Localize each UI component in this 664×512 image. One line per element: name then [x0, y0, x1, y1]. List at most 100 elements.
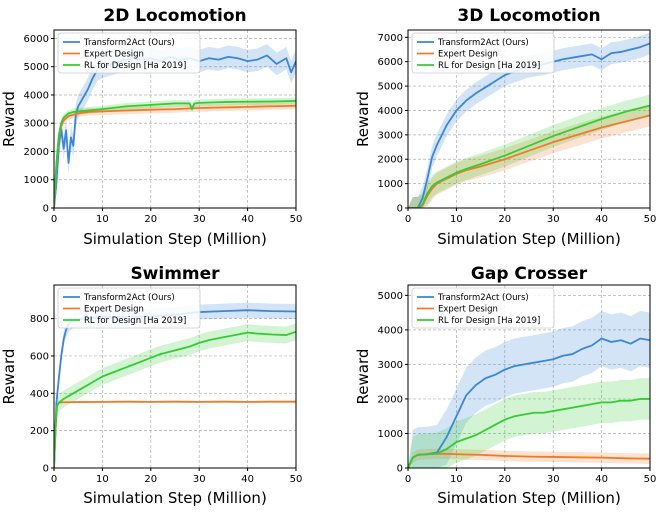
- legend-label: Expert Design: [438, 305, 498, 315]
- legend-box: [57, 32, 201, 74]
- x-axis-label: Simulation Step (Million): [83, 230, 267, 248]
- x-tick-label: 0: [405, 214, 411, 225]
- x-tick-label: 0: [51, 474, 57, 485]
- chart-panel-3: 0 10 20 30 40 50 0 1000 2000 3000 4000 5000 Gap Cros…: [354, 264, 656, 507]
- x-tick-label: 50: [644, 214, 657, 225]
- y-axis-label: Reward: [0, 349, 18, 405]
- y-tick-label: 4000: [378, 106, 403, 117]
- series-line-2: [54, 100, 296, 208]
- x-tick-label: 40: [241, 474, 254, 485]
- x-tick-label: 30: [193, 474, 206, 485]
- x-tick-label: 20: [498, 214, 511, 225]
- x-tick-label: 20: [498, 474, 511, 485]
- x-tick-label: 0: [51, 214, 57, 225]
- series-line-2: [54, 330, 296, 468]
- y-tick-label: 2000: [378, 155, 403, 166]
- y-tick-label: 2000: [378, 394, 403, 405]
- x-tick-label: 30: [547, 214, 560, 225]
- legend-label: RL for Design [Ha 2019]: [84, 316, 186, 326]
- legend-label: RL for Design [Ha 2019]: [84, 61, 186, 71]
- series-band-1: [54, 102, 296, 208]
- legend-box: [57, 287, 201, 329]
- y-tick-label: 5000: [378, 82, 403, 93]
- x-tick-label: 20: [144, 214, 157, 225]
- y-tick-label: 3000: [378, 360, 403, 371]
- y-tick-label: 4000: [378, 325, 403, 336]
- plot-frame: [53, 29, 297, 209]
- y-tick-label: 0: [43, 204, 49, 215]
- plot-frame: [407, 29, 651, 209]
- y-axis-label: Reward: [354, 349, 372, 405]
- y-tick-label: 3000: [378, 130, 403, 141]
- y-axis-label: Reward: [0, 91, 18, 147]
- chart-panel-2: 0 10 20 30 40 50 0 200 400 600 800 Swimmer Simulatio…: [0, 264, 302, 507]
- x-tick-label: 30: [547, 474, 560, 485]
- chart-title: Gap Crosser: [471, 264, 588, 284]
- series-band-1: [54, 400, 296, 468]
- y-tick-label: 6000: [24, 34, 49, 45]
- chart-title: 2D Locomotion: [103, 6, 246, 26]
- y-axis-label: Reward: [354, 91, 372, 147]
- plot-frame: [407, 284, 651, 469]
- series-line-0: [408, 337, 650, 468]
- legend-label: RL for Design [Ha 2019]: [438, 316, 540, 326]
- y-tick-label: 4000: [24, 90, 49, 101]
- x-tick-label: 20: [144, 474, 157, 485]
- y-tick-label: 200: [30, 426, 49, 437]
- series-band-0: [408, 310, 650, 468]
- series-band-2: [408, 378, 650, 468]
- chart-title: Swimmer: [130, 264, 220, 284]
- x-tick-label: 10: [450, 214, 463, 225]
- x-tick-label: 50: [290, 214, 303, 225]
- series-line-1: [54, 104, 296, 208]
- y-tick-label: 6000: [378, 57, 403, 68]
- x-tick-label: 40: [595, 214, 608, 225]
- y-tick-label: 5000: [378, 291, 403, 302]
- legend-box: [411, 32, 555, 74]
- y-tick-label: 800: [30, 314, 49, 325]
- legend-label: Transform2Act (Ours): [83, 38, 175, 48]
- x-tick-label: 40: [595, 474, 608, 485]
- x-tick-label: 10: [96, 474, 109, 485]
- x-tick-label: 10: [450, 474, 463, 485]
- series-line-2: [408, 104, 650, 208]
- chart-panel-0: 0 10 20 30 40 50 0 1000 2000 3000 4000 5000 6000 2D L…: [0, 6, 302, 248]
- y-tick-label: 2000: [24, 147, 49, 158]
- x-tick-label: 10: [96, 214, 109, 225]
- series-line-1: [54, 400, 296, 468]
- x-tick-label: 40: [241, 214, 254, 225]
- plot-frame: [53, 284, 297, 469]
- series-line-2: [408, 398, 650, 468]
- legend-label: Expert Design: [438, 50, 498, 60]
- y-tick-label: 7000: [378, 33, 403, 44]
- x-tick-label: 0: [405, 474, 411, 485]
- x-axis-label: Simulation Step (Million): [437, 230, 621, 248]
- legend-label: Transform2Act (Ours): [437, 293, 529, 303]
- legend-label: Transform2Act (Ours): [437, 38, 529, 48]
- series-line-0: [408, 42, 650, 208]
- x-tick-label: 50: [644, 474, 657, 485]
- legend-label: Transform2Act (Ours): [83, 293, 175, 303]
- y-tick-label: 5000: [24, 62, 49, 73]
- y-tick-label: 1000: [378, 179, 403, 190]
- x-axis-label: Simulation Step (Million): [437, 489, 621, 507]
- x-tick-label: 50: [290, 474, 303, 485]
- y-tick-label: 400: [30, 389, 49, 400]
- y-tick-label: 0: [397, 464, 403, 475]
- y-tick-label: 0: [397, 204, 403, 215]
- y-tick-label: 600: [30, 351, 49, 362]
- legend-label: RL for Design [Ha 2019]: [438, 61, 540, 71]
- x-axis-label: Simulation Step (Million): [83, 489, 267, 507]
- series-band-2: [54, 323, 296, 468]
- x-tick-label: 30: [193, 214, 206, 225]
- y-tick-label: 0: [43, 464, 49, 475]
- y-tick-label: 1000: [378, 429, 403, 440]
- y-tick-label: 3000: [24, 119, 49, 130]
- series-band-1: [408, 448, 650, 468]
- legend-label: Expert Design: [84, 50, 144, 60]
- legend-box: [411, 287, 555, 329]
- y-tick-label: 1000: [24, 175, 49, 186]
- chart-title: 3D Locomotion: [457, 6, 600, 26]
- legend-label: Expert Design: [84, 305, 144, 315]
